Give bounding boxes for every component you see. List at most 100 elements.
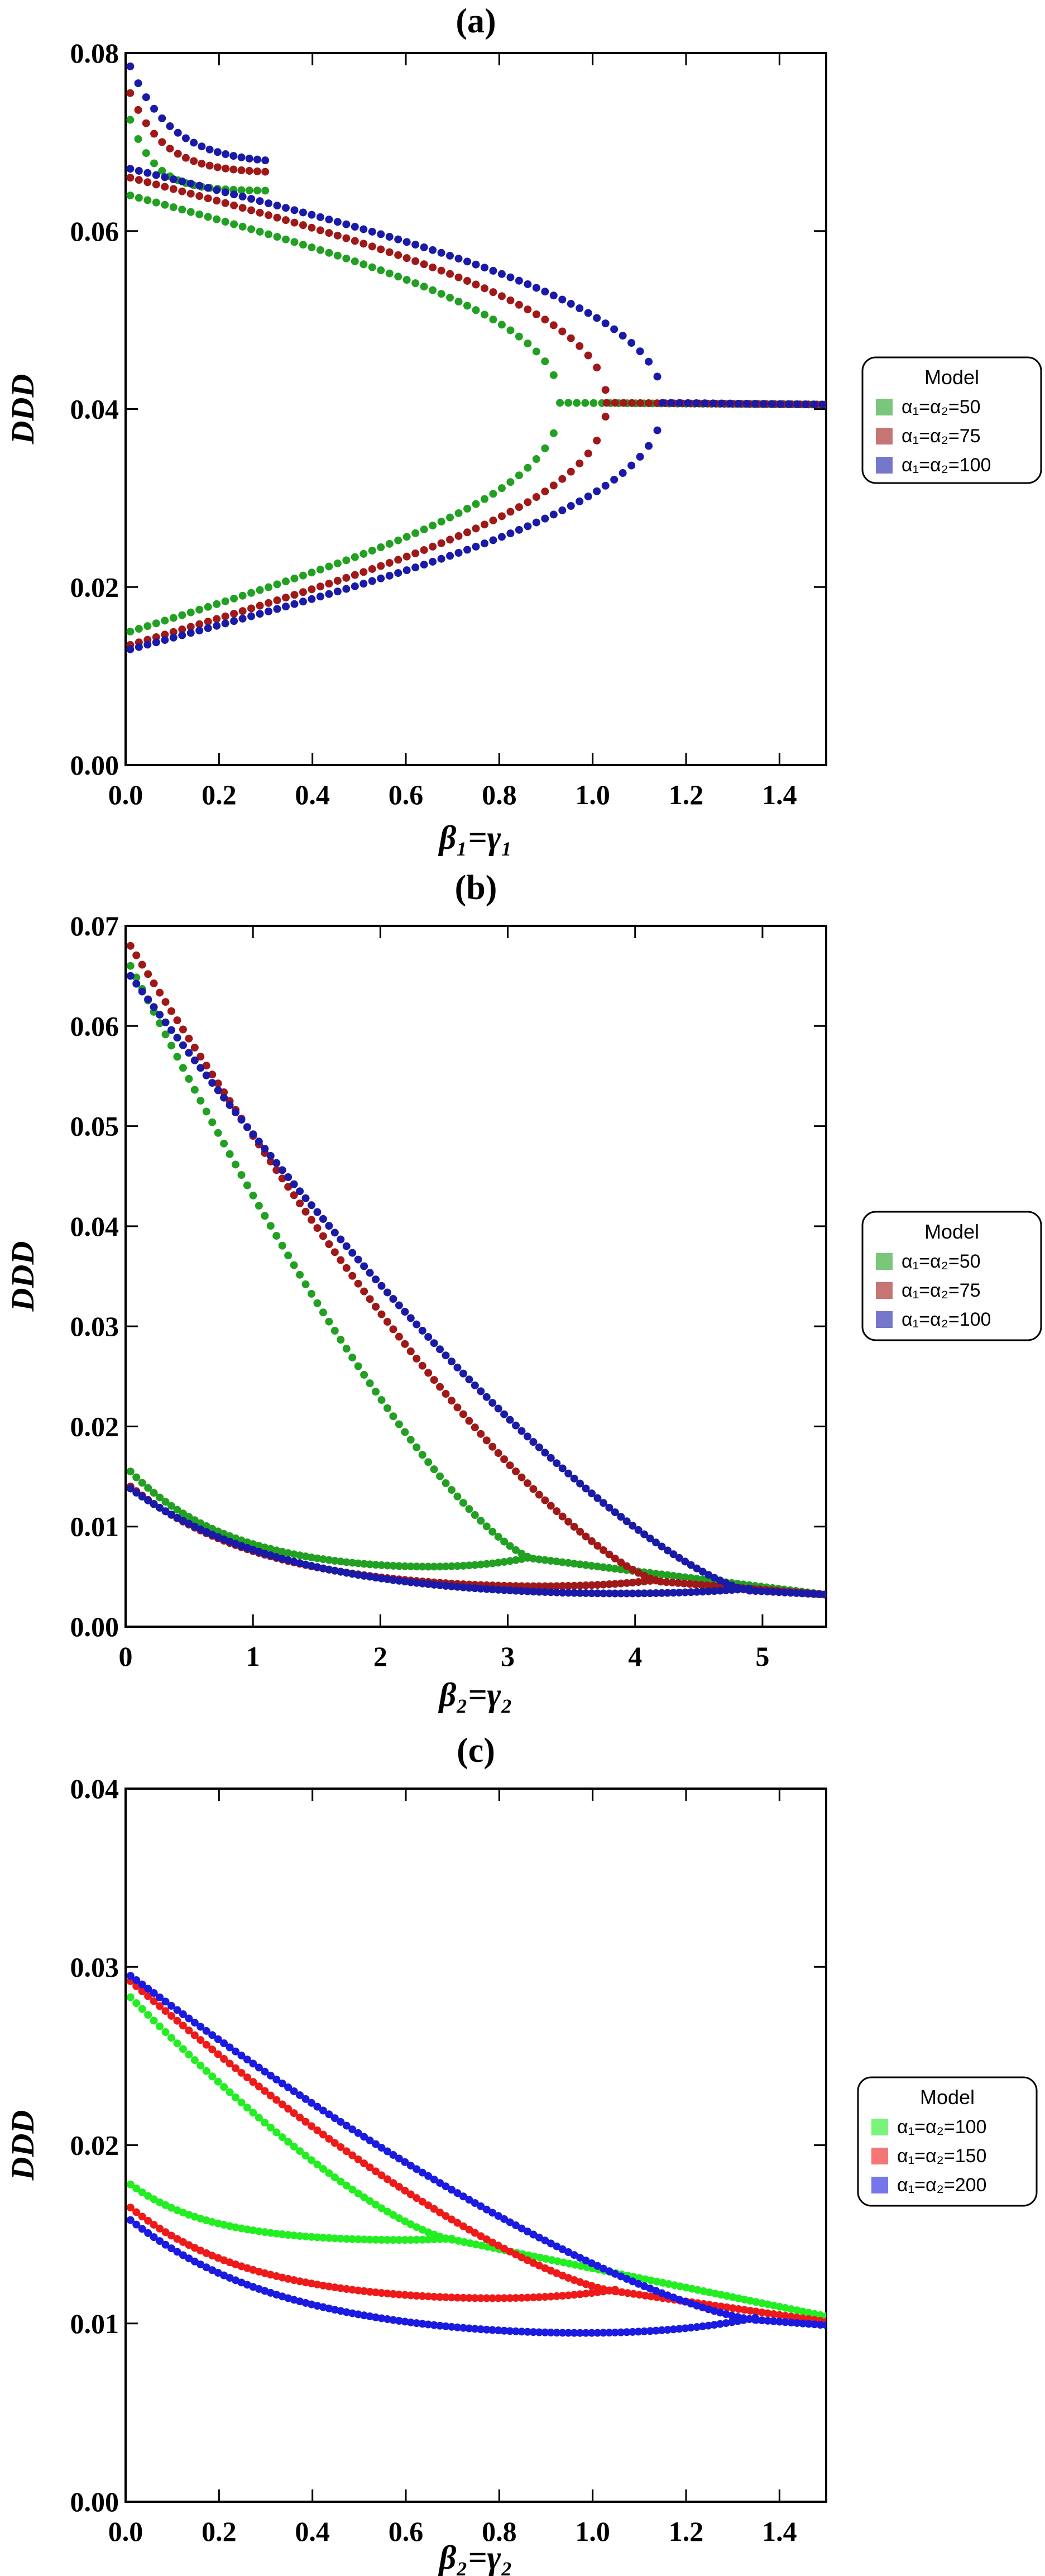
data-point (354, 1571, 362, 1579)
data-point (337, 1567, 345, 1576)
data-point (406, 2220, 415, 2229)
data-point (617, 2328, 625, 2336)
data-point (573, 399, 581, 407)
data-point (301, 2278, 310, 2287)
data-point (325, 590, 333, 598)
data-point (810, 400, 818, 409)
data-point (500, 2215, 509, 2223)
data-point (436, 2179, 444, 2187)
data-point (401, 2317, 409, 2326)
data-point (161, 630, 169, 639)
data-point (549, 481, 558, 490)
legend: Model α₁=α₂=50 α₁=α₂=75 α₁=α₂=100 (861, 1211, 1042, 1341)
data-point (401, 2158, 409, 2166)
data-point (636, 347, 644, 356)
data-point (619, 469, 627, 477)
data-point (238, 193, 247, 201)
data-point (629, 2290, 637, 2298)
data-point (132, 1976, 141, 1984)
data-point (430, 2321, 438, 2329)
data-point (143, 641, 152, 649)
data-point (420, 546, 428, 554)
data-point (253, 167, 261, 175)
data-point (354, 2155, 362, 2163)
data-point (333, 218, 342, 226)
data-point (652, 2326, 660, 2335)
data-point (208, 1118, 217, 1126)
data-point (348, 1272, 357, 1280)
data-point (411, 279, 420, 288)
data-point (460, 2238, 468, 2246)
data-point (316, 246, 324, 254)
data-point (307, 1216, 315, 1224)
data-point (401, 2217, 409, 2225)
data-point (401, 1307, 409, 1316)
data-point (764, 2300, 772, 2309)
data-point (284, 2274, 293, 2283)
data-point (558, 506, 567, 514)
data-point (605, 1503, 613, 1512)
data-point (775, 2311, 784, 2319)
data-point (265, 583, 273, 591)
data-point (553, 1459, 561, 1468)
data-point (653, 426, 661, 434)
data-point (523, 1432, 531, 1441)
data-point (436, 1472, 444, 1480)
data-point (359, 225, 368, 233)
data-point (296, 2277, 304, 2286)
data-point (576, 1589, 584, 1597)
data-point (437, 539, 445, 547)
data-point (266, 2229, 275, 2237)
data-point (372, 1574, 380, 1582)
data-point (360, 1287, 368, 1296)
data-point (599, 2264, 607, 2273)
panel-2: (c) 0.0 0.2 0.4 0.6 0.8 1.0 1.2 1.4 0.00 0.01 0.02 0… (4, 1732, 1038, 2576)
data-point (232, 2223, 240, 2231)
data-point (126, 627, 135, 635)
data-point (515, 471, 523, 480)
data-point (610, 325, 619, 333)
data-point (411, 241, 420, 249)
data-point (313, 1208, 322, 1216)
data-point (454, 509, 463, 517)
x-tick-label: 0.4 (295, 2516, 330, 2547)
data-point (261, 2087, 269, 2095)
data-point (377, 1561, 386, 1569)
data-point (406, 2236, 415, 2244)
data-point (752, 2316, 760, 2324)
data-point (213, 197, 221, 205)
data-point (278, 2230, 286, 2239)
data-point (723, 2292, 731, 2300)
data-point (593, 1581, 602, 1589)
data-point (447, 1397, 456, 1405)
data-point (226, 1101, 234, 1109)
data-point (395, 2317, 403, 2325)
data-point (190, 1516, 199, 1524)
data-point (253, 155, 261, 164)
data-point (535, 1588, 543, 1596)
data-point (477, 1430, 485, 1438)
data-point (169, 614, 178, 622)
data-point (169, 633, 178, 642)
data-point (659, 2278, 667, 2287)
data-point (296, 2113, 304, 2121)
data-point (703, 1581, 712, 1589)
data-point (272, 1166, 281, 1174)
data-point (360, 1262, 368, 1270)
data-point (126, 1484, 135, 1493)
data-point (663, 1571, 672, 1579)
data-point (420, 525, 428, 534)
data-point (447, 1562, 456, 1570)
data-point (437, 555, 445, 563)
data-point (313, 1563, 322, 1571)
data-point (394, 556, 402, 564)
data-point (319, 2281, 327, 2290)
data-point (325, 229, 333, 237)
data-point (296, 2297, 304, 2306)
data-point (394, 569, 402, 577)
data-point (453, 2323, 462, 2331)
data-point (330, 2139, 339, 2147)
data-point (330, 2306, 339, 2314)
data-point (395, 2214, 403, 2223)
data-point (599, 1563, 607, 1571)
